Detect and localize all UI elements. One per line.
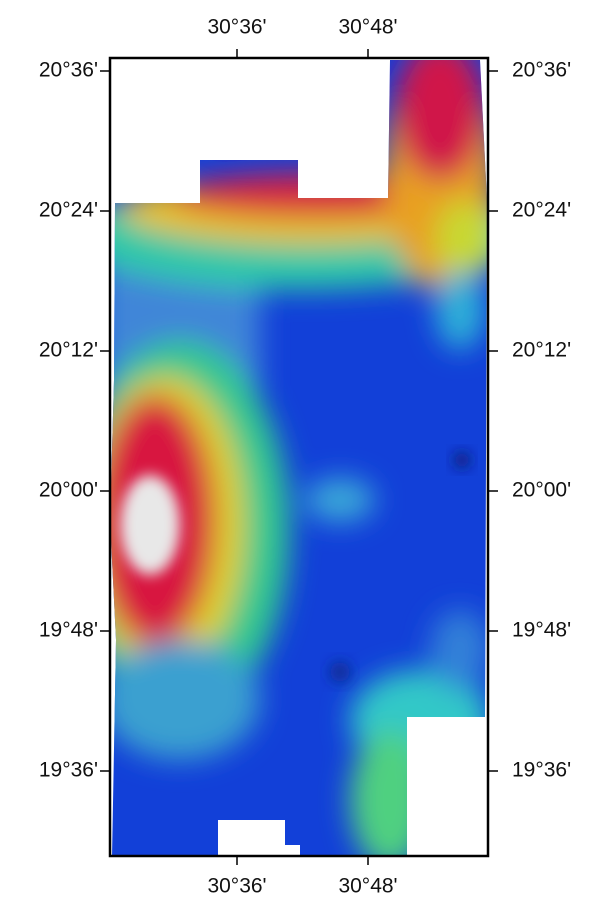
lat-tick-label: 20°36' [512,59,571,82]
relief-map [70,40,530,870]
lat-tick-label: 20°00' [512,479,571,502]
lat-tick-label: 20°12' [39,339,98,362]
lat-tick-label: 20°24' [512,199,571,222]
lon-tick-label: 30°36' [207,16,266,39]
lon-tick-label: 30°48' [338,16,397,39]
lon-tick-label: 30°48' [338,875,397,898]
lat-tick-label: 19°48' [39,619,98,642]
lat-tick-label: 19°36' [39,759,98,782]
lat-tick-label: 20°12' [512,339,571,362]
lon-tick-label: 30°36' [207,875,266,898]
lat-tick-label: 19°48' [512,619,571,642]
map-figure: 30°36' 30°36' 30°48' 30°48' 20°36' 20°36' 20°2… [0,0,590,905]
lat-tick-label: 20°36' [39,59,98,82]
lat-tick-label: 20°24' [39,199,98,222]
lat-tick-label: 20°00' [39,479,98,502]
lat-tick-label: 19°36' [512,759,571,782]
